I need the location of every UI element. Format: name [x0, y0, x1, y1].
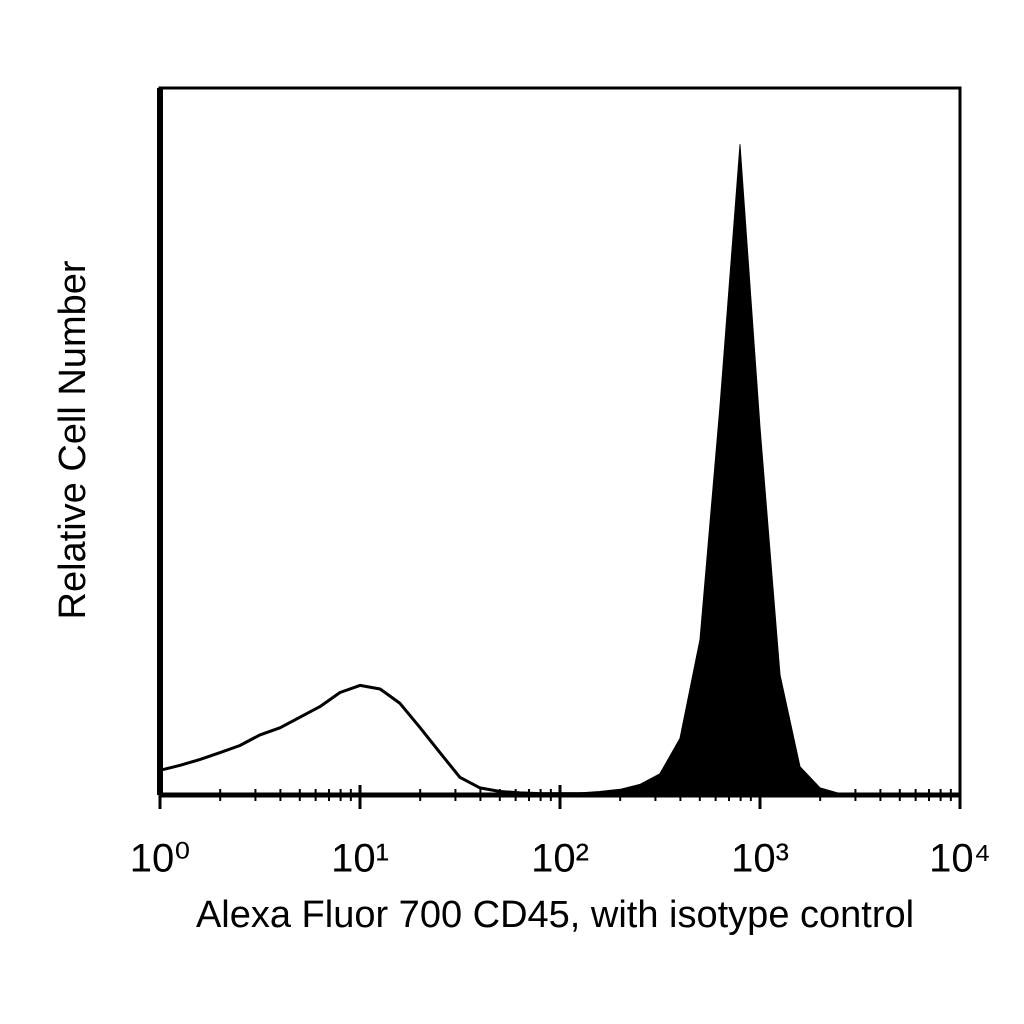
y-axis-label: Relative Cell Number: [52, 260, 94, 619]
plot-frame: [158, 86, 962, 797]
filled-histogram: [159, 144, 961, 796]
x-axis-label: Alexa Fluor 700 CD45, with isotype contr…: [196, 894, 914, 936]
x-tick-label: 10⁰: [130, 837, 191, 881]
x-tick-label: 10³: [731, 837, 789, 881]
x-tick-label: 10²: [531, 837, 589, 881]
outline-histogram: [159, 683, 960, 797]
x-tick-label: 10¹: [331, 837, 389, 881]
x-tick-label: 10⁴: [929, 837, 991, 881]
